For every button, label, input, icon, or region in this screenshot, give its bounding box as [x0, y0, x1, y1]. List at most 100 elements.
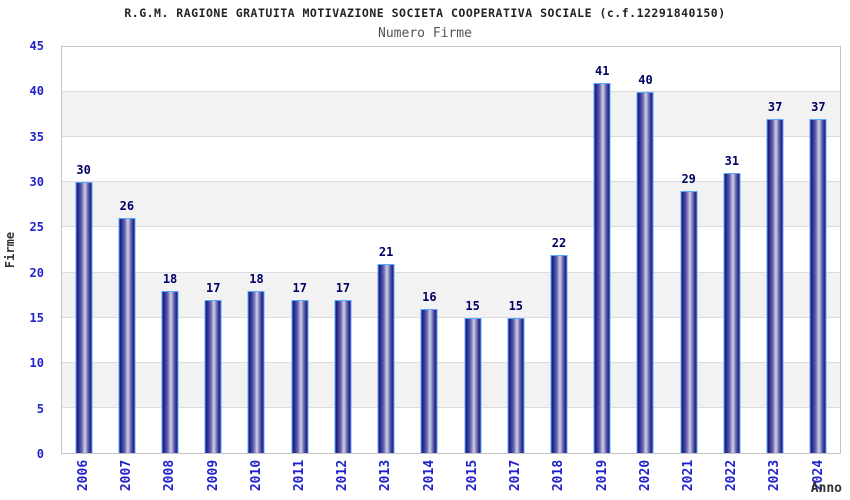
- x-tick-label-wrap: 2018: [537, 453, 580, 497]
- plot-band: [62, 272, 840, 318]
- x-tick-label: 2010: [248, 459, 264, 491]
- bar-2006: [75, 182, 93, 453]
- gridlines: [62, 47, 840, 453]
- x-tick-label: 2021: [681, 459, 697, 491]
- bar-series: 30 2006 26 2007 18 2008 17 2009 18 2010 17 2011 17 20…: [62, 47, 840, 491]
- bar-value-label: 18: [249, 271, 264, 286]
- y-tick-label: 0: [36, 447, 44, 461]
- bar-slot-2008: 18 2008: [148, 47, 191, 491]
- bar-value-label: 37: [767, 100, 783, 115]
- bar-value-label: 26: [119, 199, 135, 214]
- x-tick-label-wrap: 2015: [451, 453, 494, 497]
- bar-slot-2024: 37 2024: [797, 47, 840, 491]
- bar-2015: [464, 317, 482, 453]
- bar-2008: [161, 290, 179, 453]
- x-tick-label-wrap: 2007: [105, 453, 148, 497]
- x-tick-label-wrap: 2019: [581, 453, 624, 497]
- chart-subtitle: Numero Firme: [378, 26, 472, 41]
- x-tick-label: 2022: [724, 459, 740, 491]
- bar-value-label: 16: [422, 289, 437, 304]
- x-tick-label-wrap: 2022: [710, 453, 753, 497]
- bar-value-label: 18: [162, 271, 178, 286]
- x-axis-title: Anno: [810, 481, 842, 496]
- gridline: [62, 361, 840, 363]
- x-tick-label: 2014: [421, 459, 437, 491]
- y-tick-label: 30: [29, 175, 44, 189]
- bar-slot-2014: 16 2014: [408, 47, 451, 491]
- bar-value-label: 40: [638, 73, 653, 88]
- bar-slot-2021: 29 2021: [667, 47, 710, 491]
- bar-value-label: 15: [465, 298, 480, 313]
- x-tick-label-wrap: 2014: [408, 453, 451, 497]
- bar-slot-2009: 17 2009: [192, 47, 235, 491]
- x-tick-label: 2015: [465, 459, 481, 491]
- bar-value-label: 15: [508, 298, 524, 313]
- plot-band: [62, 47, 840, 93]
- bar-value-label: 37: [811, 100, 826, 115]
- bar-2012: [334, 299, 352, 453]
- chart-title: R.G.M. RAGIONE GRATUITA MOTIVAZIONE SOCI…: [124, 6, 726, 20]
- bar-slot-2006: 30 2006: [62, 47, 105, 491]
- bar-slot-2013: 21 2013: [365, 47, 408, 491]
- x-tick-label-wrap: 2010: [235, 453, 278, 497]
- bar-slot-2020: 40 2020: [624, 47, 667, 491]
- bar-2023: [766, 119, 784, 453]
- plot-band: [62, 317, 840, 363]
- y-tick-label: 25: [29, 220, 44, 235]
- x-tick-label: 2017: [508, 459, 524, 491]
- gridline: [62, 271, 840, 273]
- x-tick-label: 2012: [335, 459, 351, 491]
- bar-2013: [377, 263, 395, 453]
- bar-2011: [291, 299, 309, 453]
- bar-slot-2012: 17 2012: [321, 47, 364, 491]
- gridline: [62, 181, 840, 183]
- bar-value-label: 21: [378, 244, 394, 259]
- x-tick-label-wrap: 2021: [667, 453, 710, 497]
- y-axis-tick-labels: 0 5 10 15 20 25 30 35 40 45: [0, 39, 56, 461]
- plot-band: [62, 92, 840, 138]
- x-tick-label: 2023: [767, 459, 783, 491]
- y-tick-label: 20: [29, 265, 44, 280]
- bar-value-label: 30: [76, 163, 91, 178]
- bar-slot-2019: 41 2019: [581, 47, 624, 491]
- gridline: [62, 316, 840, 318]
- bar-2021: [680, 191, 698, 453]
- bar-slot-2011: 17 2011: [278, 47, 321, 491]
- bar-slot-2023: 37 2023: [754, 47, 797, 491]
- bar-value-label: 41: [595, 64, 610, 79]
- bar-2018: [550, 254, 568, 453]
- x-tick-label: 2011: [292, 459, 308, 491]
- bar-value-label: 31: [724, 154, 740, 169]
- background-bands: [62, 47, 840, 453]
- x-tick-label: 2013: [378, 459, 394, 491]
- y-tick-label: 40: [29, 84, 44, 99]
- x-tick-label: 2006: [76, 459, 92, 491]
- bar-value-label: 29: [681, 172, 696, 187]
- plot-area: 30 2006 26 2007 18 2008 17 2009 18 2010 17 2011 17 20…: [61, 46, 841, 491]
- y-tick-label: 35: [29, 129, 44, 144]
- bar-value-label: 17: [206, 280, 221, 295]
- x-tick-label-wrap: 2017: [494, 453, 537, 497]
- bar-2019: [593, 83, 611, 453]
- bar-slot-2015: 15 2015: [451, 47, 494, 491]
- bar-slot-2022: 31 2022: [710, 47, 753, 491]
- bar-2009: [204, 299, 222, 453]
- bar-2020: [636, 92, 654, 453]
- bar-slot-2017: 15 2017: [494, 47, 537, 491]
- x-tick-label-wrap: 2013: [365, 453, 408, 497]
- gridline: [62, 91, 840, 93]
- bar-2022: [723, 173, 741, 453]
- y-tick-label: 15: [29, 311, 44, 325]
- x-tick-label: 2007: [119, 459, 135, 491]
- x-tick-label-wrap: 2012: [321, 453, 364, 497]
- bar-2017: [507, 317, 525, 453]
- bar-value-label: 22: [551, 235, 567, 250]
- x-tick-label-wrap: 2011: [278, 453, 321, 497]
- y-tick-label: 45: [29, 39, 44, 53]
- gridline: [62, 406, 840, 408]
- x-tick-label: 2018: [551, 459, 567, 491]
- bar-value-label: 17: [335, 280, 351, 295]
- x-tick-label: 2008: [162, 459, 178, 491]
- bar-2024: [809, 119, 827, 453]
